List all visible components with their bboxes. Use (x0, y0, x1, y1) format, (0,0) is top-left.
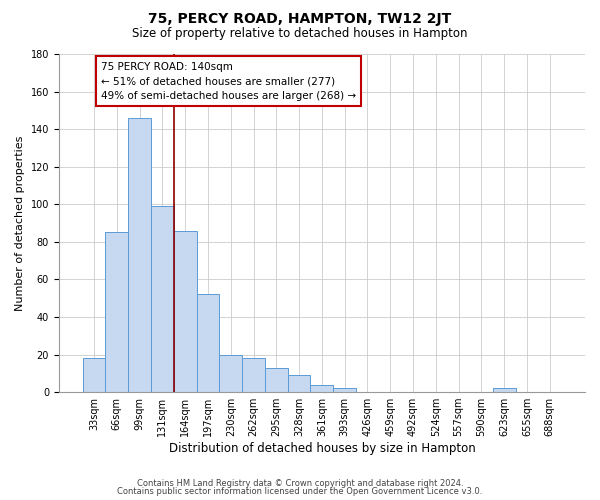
Bar (288, 375, 310, 392)
Bar (265, 368, 288, 392)
Bar (83, 358, 106, 392)
Bar (220, 354, 242, 392)
Bar (128, 118, 151, 392)
Bar (197, 294, 220, 392)
Text: Contains HM Land Registry data © Crown copyright and database right 2024.: Contains HM Land Registry data © Crown c… (137, 478, 463, 488)
Bar (106, 232, 128, 392)
Text: Size of property relative to detached houses in Hampton: Size of property relative to detached ho… (132, 28, 468, 40)
Bar (333, 388, 356, 392)
Text: 75, PERCY ROAD, HAMPTON, TW12 2JT: 75, PERCY ROAD, HAMPTON, TW12 2JT (148, 12, 452, 26)
Y-axis label: Number of detached properties: Number of detached properties (15, 136, 25, 310)
Bar (310, 384, 333, 392)
Bar (242, 358, 265, 392)
Bar (151, 206, 174, 392)
X-axis label: Distribution of detached houses by size in Hampton: Distribution of detached houses by size … (169, 442, 475, 455)
Text: Contains public sector information licensed under the Open Government Licence v3: Contains public sector information licen… (118, 487, 482, 496)
Text: 75 PERCY ROAD: 140sqm
← 51% of detached houses are smaller (277)
49% of semi-det: 75 PERCY ROAD: 140sqm ← 51% of detached … (101, 62, 356, 101)
Bar (174, 230, 197, 392)
Bar (493, 388, 515, 392)
